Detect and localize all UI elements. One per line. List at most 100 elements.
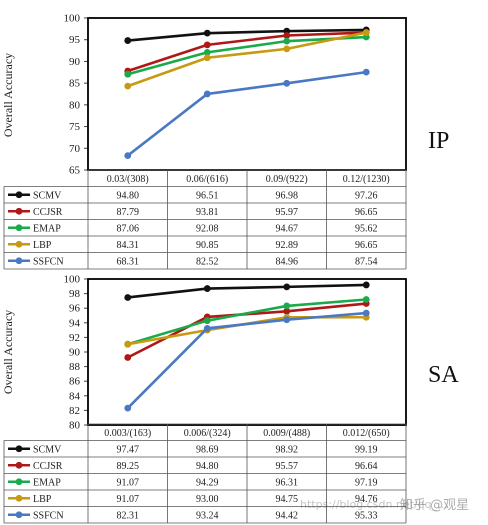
data-point-ssfcn — [283, 79, 291, 87]
data-label: 94.67 — [276, 223, 299, 234]
y-tick-label: 80 — [69, 420, 81, 432]
data-point-lbp — [124, 340, 132, 348]
data-label: 94.75 — [276, 494, 299, 505]
series-line-emap — [127, 35, 367, 76]
data-point-emap — [124, 70, 132, 78]
legend-key-marker — [15, 257, 23, 265]
data-point-emap — [283, 302, 291, 310]
data-label: 89.25 — [117, 461, 140, 472]
legend-name-scmv: SCMV — [33, 190, 62, 201]
series-line-ssfcn — [126, 70, 367, 157]
y-tick-label: 90 — [69, 56, 81, 68]
legend-key-marker — [15, 224, 23, 232]
y-tick-label: 84 — [69, 390, 81, 402]
data-point-ssfcn — [362, 309, 370, 317]
data-point-ssfcn — [203, 324, 211, 332]
data-point-lbp — [283, 45, 291, 53]
legend-name-ssfcn: SSFCN — [33, 510, 64, 521]
data-label: 94.29 — [196, 477, 219, 488]
legend-name-emap: EMAP — [33, 223, 61, 234]
data-point-scmv — [124, 294, 132, 301]
data-label: 97.26 — [355, 190, 378, 201]
y-tick-label: 88 — [69, 361, 81, 373]
data-label: 95.62 — [355, 223, 378, 234]
y-tick-label: 98 — [69, 288, 81, 300]
category-label: 0.003/(163) — [104, 428, 151, 439]
data-label: 82.52 — [196, 256, 219, 267]
y-tick-label: 80 — [69, 99, 81, 111]
data-label: 94.80 — [117, 190, 140, 201]
data-point-lbp — [203, 54, 211, 62]
y-axis-label: Overall Accuracy — [1, 310, 15, 394]
data-label: 92.89 — [276, 240, 299, 251]
category-label: 0.09/(922) — [266, 174, 308, 185]
y-tick-label: 100 — [64, 274, 81, 286]
data-label: 98.69 — [196, 444, 219, 455]
legend-name-emap: EMAP — [33, 477, 61, 488]
legend-name-lbp: LBP — [33, 494, 52, 505]
y-tick-label: 96 — [69, 303, 81, 315]
y-tick-label: 65 — [69, 165, 81, 177]
category-label: 0.12/(1230) — [343, 174, 390, 185]
data-point-lbp — [362, 29, 370, 36]
data-point-scmv — [362, 281, 370, 289]
data-point-ccjsr — [283, 32, 291, 39]
data-label: 94.42 — [276, 510, 299, 521]
data-label: 93.00 — [196, 494, 219, 505]
data-label: 96.65 — [355, 207, 378, 218]
category-label: 0.009/(488) — [263, 428, 310, 439]
y-axis-label: Overall Accuracy — [1, 53, 15, 137]
data-label: 96.98 — [276, 190, 299, 201]
y-tick-label: 90 — [69, 347, 81, 359]
data-label: 96.64 — [355, 461, 378, 472]
legend-name-ssfcn: SSFCN — [33, 256, 64, 267]
data-label: 68.31 — [117, 256, 140, 267]
data-label: 97.19 — [355, 477, 378, 488]
data-label: 94.80 — [196, 461, 219, 472]
series-line-scmv — [127, 28, 367, 42]
panel-label-sa: SA — [428, 362, 459, 388]
chart-sa-group: 80 82 84 86 88 90 92 94 96 98 100 Overall Accuracy 0… — [1, 274, 459, 524]
data-point-lbp — [124, 82, 132, 90]
legend-name-ccjsr: CCJSR — [33, 461, 63, 472]
y-tick-label: 94 — [69, 317, 81, 329]
data-point-scmv — [283, 283, 291, 291]
data-point-scmv — [203, 29, 211, 37]
data-point-ssfcn — [362, 68, 370, 76]
y-tick-label: 85 — [69, 78, 81, 90]
data-label: 87.06 — [117, 223, 140, 234]
data-label: 87.79 — [117, 207, 140, 218]
data-label: 87.54 — [355, 256, 378, 267]
y-tick-label: 70 — [69, 143, 81, 155]
y-tick-label: 95 — [69, 34, 81, 46]
series-line-scmv — [127, 283, 367, 299]
data-label: 95.57 — [276, 461, 299, 472]
legend-key-marker — [15, 511, 23, 519]
data-point-emap — [283, 37, 291, 45]
data-label: 99.19 — [355, 444, 378, 455]
data-label: 98.92 — [276, 444, 299, 455]
legend-name-ccjsr: CCJSR — [33, 207, 63, 218]
y-tick-label: 75 — [69, 121, 81, 133]
data-label: 82.31 — [117, 510, 140, 521]
data-point-ssfcn — [124, 404, 132, 412]
data-point-emap — [203, 48, 211, 56]
data-label: 96.51 — [196, 190, 219, 201]
data-label: 91.07 — [117, 494, 140, 505]
data-label: 97.47 — [117, 444, 140, 455]
legend-name-scmv: SCMV — [33, 444, 62, 455]
legend-key-marker — [15, 445, 23, 453]
series-line-emap — [127, 298, 367, 346]
legend-name-lbp: LBP — [33, 240, 52, 251]
data-label: 95.33 — [355, 510, 378, 521]
data-label: 96.65 — [355, 240, 378, 251]
y-tick-label: 82 — [69, 405, 80, 417]
category-label: 0.006/(324) — [184, 428, 231, 439]
data-point-ccjsr — [124, 354, 132, 361]
category-label: 0.012/(650) — [343, 428, 390, 439]
legend-key-marker — [15, 478, 23, 486]
data-point-ccjsr — [283, 307, 291, 315]
legend-key-marker — [15, 494, 23, 502]
data-label: 94.76 — [355, 494, 378, 505]
